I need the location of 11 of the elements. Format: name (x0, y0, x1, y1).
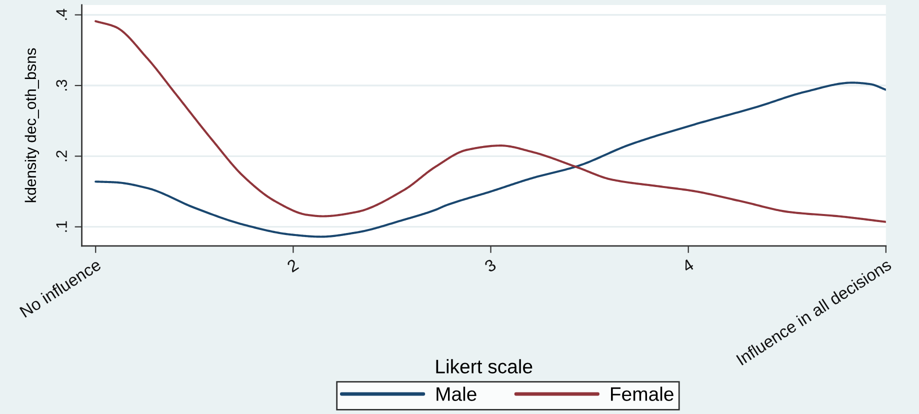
x-tick-label: 3 (484, 258, 497, 273)
y-tick-label: .2 (56, 150, 67, 162)
x-tick-label: 2 (286, 258, 300, 272)
x-axis-title: Likert scale (436, 359, 532, 374)
y-tick-label: .1 (56, 221, 67, 232)
legend-label: Female (611, 386, 674, 401)
x-tick-label: 4 (681, 258, 695, 273)
y-tick-label: .4 (56, 8, 67, 20)
y-tick-label: .3 (56, 80, 67, 90)
y-axis-title: kdensity dec_oth_bsns (24, 48, 40, 202)
legend-label: Male (436, 386, 476, 401)
